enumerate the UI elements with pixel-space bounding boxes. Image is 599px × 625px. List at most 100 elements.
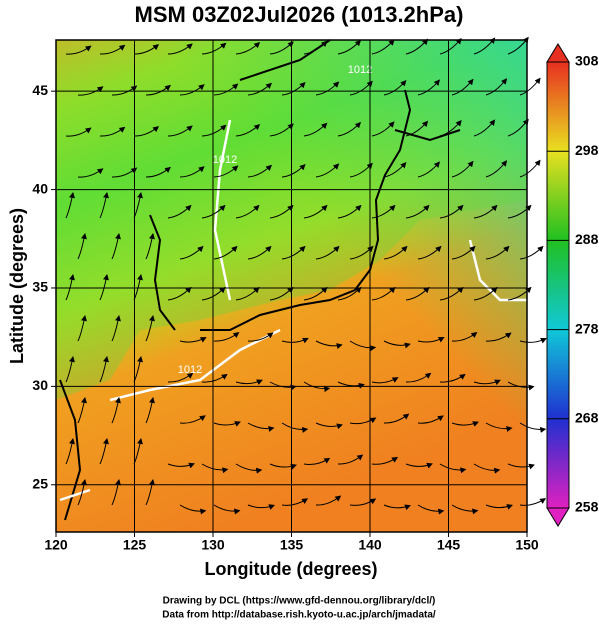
streamline — [507, 204, 532, 219]
y-tick-label: 45 — [32, 82, 48, 98]
streamline — [485, 504, 513, 510]
streamline — [167, 43, 193, 55]
streamline — [99, 44, 126, 55]
streamline — [451, 421, 479, 427]
streamline — [65, 437, 75, 465]
streamline — [439, 286, 464, 301]
streamline — [65, 273, 75, 301]
streamline — [65, 45, 92, 55]
streamline — [111, 396, 121, 424]
streamline — [77, 478, 87, 506]
streamline — [235, 41, 261, 55]
streamline — [77, 168, 104, 178]
streamline — [303, 381, 331, 393]
streamline — [371, 121, 395, 137]
streamline — [519, 498, 547, 506]
streamline — [303, 204, 328, 219]
streamline — [473, 379, 501, 386]
streamline — [179, 337, 207, 343]
streamline — [213, 165, 239, 178]
streamline — [417, 79, 441, 96]
streamline — [405, 38, 429, 55]
streamlines — [65, 36, 547, 515]
x-tick-label: 150 — [515, 537, 539, 553]
streamline — [77, 232, 87, 260]
streamline — [337, 204, 362, 219]
streamline — [201, 124, 227, 137]
streamline — [99, 437, 109, 465]
chart-title: MSM 03Z02Jul2026 (1013.2hPa) — [135, 2, 464, 27]
streamline — [213, 504, 241, 515]
streamline — [519, 422, 547, 433]
streamline — [235, 463, 263, 474]
streamline — [383, 504, 411, 511]
streamline — [349, 498, 377, 506]
streamline — [145, 232, 155, 260]
streamline — [269, 286, 294, 301]
streamline — [167, 204, 192, 219]
streamline — [439, 119, 462, 137]
colorbar — [546, 61, 570, 509]
streamline — [247, 422, 275, 432]
streamline — [371, 39, 395, 55]
credit: Data from http://database.rish.kyoto-u.a… — [162, 610, 436, 621]
streamline — [417, 337, 445, 343]
streamline — [167, 125, 193, 137]
streamline — [315, 422, 343, 430]
streamline — [383, 413, 410, 424]
streamline — [315, 495, 342, 506]
colorbar-extend — [546, 43, 570, 63]
streamline — [145, 314, 155, 342]
streamline — [451, 78, 474, 96]
streamline — [247, 245, 272, 260]
streamline — [349, 340, 377, 352]
streamline — [77, 314, 87, 342]
streamline — [451, 245, 476, 260]
streamline — [383, 245, 408, 260]
streamline — [485, 78, 508, 96]
streamline — [99, 126, 126, 137]
streamline — [337, 454, 364, 465]
streamline — [179, 245, 204, 260]
streamline — [439, 373, 466, 383]
y-tick-label: 25 — [32, 475, 48, 491]
streamline — [405, 120, 429, 137]
streamline — [247, 332, 274, 342]
streamline — [201, 42, 227, 55]
streamline — [281, 245, 306, 260]
streamline — [473, 286, 498, 301]
streamline — [303, 122, 328, 137]
streamline — [65, 191, 75, 219]
x-tick-label: 145 — [437, 537, 461, 553]
streamline — [213, 332, 240, 342]
streamline — [247, 164, 272, 178]
streamline — [77, 86, 104, 96]
y-tick-label: 40 — [32, 180, 48, 196]
streamline — [145, 396, 155, 424]
streamline — [451, 332, 478, 342]
y-axis-label: Latitude (degrees) — [7, 208, 27, 364]
streamline — [371, 204, 396, 219]
streamline — [519, 338, 547, 344]
isobar — [59, 119, 527, 502]
streamline — [247, 504, 275, 510]
x-tick-label: 125 — [123, 537, 147, 553]
x-axis-label: Longitude (degrees) — [204, 559, 377, 579]
streamline — [519, 245, 544, 260]
streamline — [179, 504, 207, 515]
streamline — [303, 40, 328, 55]
streamline — [473, 204, 498, 219]
streamline — [269, 463, 297, 470]
streamline — [179, 415, 206, 424]
streamline — [405, 286, 430, 301]
streamline — [133, 126, 160, 137]
streamline — [235, 286, 260, 301]
streamline — [485, 332, 512, 342]
streamline — [111, 478, 121, 506]
streamline — [439, 463, 467, 474]
streamline — [201, 373, 228, 383]
streamline — [519, 77, 541, 96]
streamline — [519, 159, 541, 178]
streamline — [179, 84, 205, 96]
x-tick-label: 140 — [358, 537, 382, 553]
